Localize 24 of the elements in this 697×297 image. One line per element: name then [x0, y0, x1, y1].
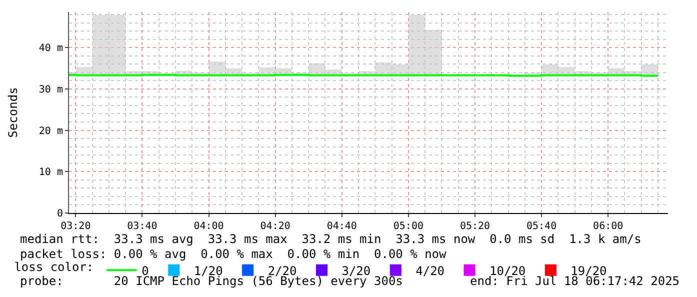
- text: median rtt: 33.3 ms avg 33.3 ms max 33.2 ms min 33.3 ms now 0.0 ms sd 1.3 k am/s: [20, 232, 642, 246]
- x-tick-label: 05:00: [393, 221, 424, 232]
- y-tick-label: 20 m: [38, 126, 63, 137]
- x-tick-label: 04:40: [326, 221, 357, 232]
- y-axis-title: Seconds: [6, 87, 20, 138]
- y-tick-label: 10 m: [38, 167, 63, 178]
- x-tick-label: 06:00: [593, 221, 624, 232]
- legend-label: 4/20: [416, 264, 445, 278]
- text: packet loss: 0.00 % avg 0.00 % max 0.00 % min 0.00 % now: [20, 247, 448, 261]
- legend-label: 10/20: [490, 264, 526, 278]
- x-tick-label: 05:40: [526, 221, 557, 232]
- x-tick-label: 03:20: [60, 221, 91, 232]
- legend-label: 3/20: [342, 264, 371, 278]
- x-tick-label: 03:40: [127, 221, 158, 232]
- y-tick-label: 0: [56, 208, 63, 220]
- legend-label: 19/20: [570, 264, 607, 278]
- legend-label: 2/20: [268, 264, 297, 278]
- x-tick-label: 04:20: [260, 221, 290, 232]
- legend-title: loss color:: [14, 260, 94, 274]
- y-tick-label: 30 m: [38, 84, 63, 96]
- y-tick-label: 40 m: [38, 43, 63, 54]
- x-tick-label: 04:00: [194, 221, 224, 232]
- legend-label: 1/20: [194, 264, 223, 278]
- x-tick-label: 05:20: [460, 221, 490, 232]
